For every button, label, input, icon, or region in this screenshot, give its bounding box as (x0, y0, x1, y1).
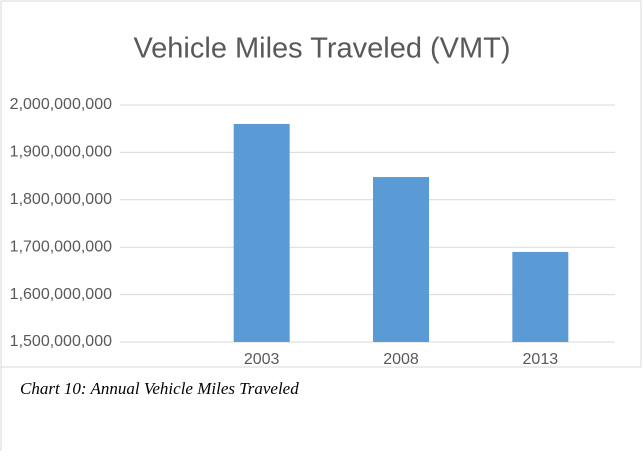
bar (512, 251, 569, 342)
y-tick-label: 1,700,000,000 (10, 238, 112, 255)
y-tick-label: 2,000,000,000 (10, 96, 112, 113)
y-tick-label: 1,800,000,000 (10, 191, 112, 208)
chart-title: Vehicle Miles Traveled (VMT) (133, 33, 510, 65)
y-tick-label: 1,500,000,000 (10, 333, 112, 350)
bar (233, 123, 290, 343)
bar (373, 177, 429, 342)
x-tick-label: 2003 (244, 351, 280, 368)
y-tick-label: 1,600,000,000 (10, 286, 112, 303)
x-tick-label: 2013 (523, 351, 559, 368)
caption: Chart 10: Annual Vehicle Miles Traveled (20, 379, 299, 398)
chart-border (0, 0, 642, 368)
y-tick-label: 1,900,000,000 (10, 144, 112, 161)
x-tick-label: 2008 (383, 351, 419, 368)
